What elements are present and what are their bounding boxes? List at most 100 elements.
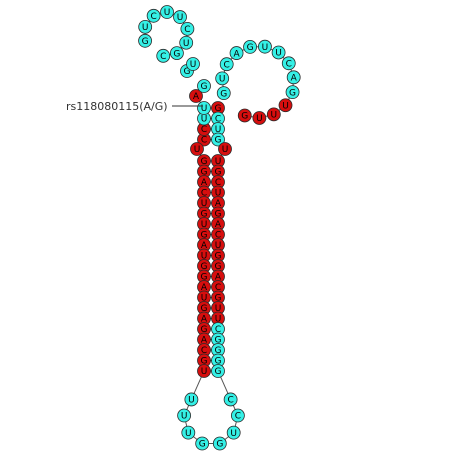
nucleotide-67-letter: G xyxy=(215,252,222,262)
nucleotide-33-letter: U xyxy=(215,125,222,135)
nucleotide-80: U xyxy=(177,408,192,423)
nucleotide-45-letter: A xyxy=(201,241,208,251)
nucleotide-1-dot xyxy=(138,19,153,34)
nucleotide-8: C xyxy=(156,48,171,63)
nucleotide-16-dot xyxy=(278,98,293,113)
nucleotide-55-letter: C xyxy=(201,346,207,356)
nucleotide-34: G xyxy=(211,132,225,147)
nucleotide-77-letter: G xyxy=(215,357,222,367)
nucleotide-84-letter: U xyxy=(230,429,237,439)
nucleotide-19-letter: C xyxy=(286,60,292,70)
nucleotide-39-letter: A xyxy=(201,178,208,188)
nucleotide-18-letter: A xyxy=(291,74,298,84)
nucleotide-72: U xyxy=(211,301,225,315)
nucleotide-12-dot xyxy=(186,57,200,71)
nucleotide-6-letter: U xyxy=(183,39,190,49)
nucleotide-70-letter: C xyxy=(215,283,221,293)
nucleotide-10-dot xyxy=(197,79,211,93)
nucleotide-22-dot xyxy=(243,39,257,54)
nucleotide-72-letter: U xyxy=(215,304,222,314)
nucleotide-83: G xyxy=(212,436,227,451)
nucleotide-22: G xyxy=(243,39,257,54)
nucleotide-17-letter: G xyxy=(289,88,296,98)
nucleotide-24-dot xyxy=(219,57,234,72)
nucleotide-22-letter: G xyxy=(247,43,254,53)
nucleotide-71-letter: G xyxy=(215,294,222,304)
nucleotide-14-letter: U xyxy=(256,114,263,124)
nucleotide-8-letter: C xyxy=(160,52,166,62)
nucleotide-64: A xyxy=(211,217,225,231)
nucleotide-74: C xyxy=(211,322,225,336)
nucleotide-59-letter: G xyxy=(215,168,222,178)
nucleotide-67: G xyxy=(211,248,225,263)
nucleotide-25-dot xyxy=(215,71,230,86)
nucleotide-2-dot xyxy=(146,8,161,23)
nucleotide-15: U xyxy=(266,107,281,122)
snp-annotation: rs118080115(A/G) xyxy=(66,100,203,113)
nucleotide-14-dot xyxy=(252,111,267,125)
nucleotide-79: U xyxy=(184,392,199,407)
nucleotide-3-letter: U xyxy=(164,8,171,18)
nucleotide-57: U xyxy=(197,364,211,378)
nucleotide-17-dot xyxy=(285,85,300,100)
nucleotide-56-letter: G xyxy=(201,357,208,367)
nucleotide-37-letter: G xyxy=(201,157,208,167)
nucleotide-10-letter: G xyxy=(201,82,208,92)
nucleotide-25: U xyxy=(215,71,230,86)
nucleotide-23: A xyxy=(229,46,244,60)
nucleotide-5-dot xyxy=(180,21,195,36)
nucleotide-35: U xyxy=(190,142,204,156)
nucleotide-76-letter: G xyxy=(215,346,222,356)
nucleotide-8-dot xyxy=(156,48,171,63)
nucleotide-82: G xyxy=(195,436,210,451)
nucleotide-19: C xyxy=(281,56,296,71)
nucleotide-34-dot xyxy=(211,132,225,147)
nucleotide-3: U xyxy=(160,5,174,19)
nucleotide-5-letter: C xyxy=(184,25,190,35)
nucleotide-51-letter: G xyxy=(201,304,208,314)
nucleotide-44: G xyxy=(197,227,211,242)
nucleotide-44-letter: G xyxy=(201,231,208,241)
nucleotide-16: U xyxy=(278,98,293,113)
nucleotide-11-letter: G xyxy=(184,67,191,77)
nucleotide-78: G xyxy=(211,364,225,378)
nucleotide-84: U xyxy=(226,425,241,440)
nucleotide-86-dot xyxy=(223,392,238,407)
nucleotide-73-letter: U xyxy=(215,315,222,325)
nucleotide-80-dot xyxy=(177,408,192,423)
snp-label: rs118080115(A/G) xyxy=(66,100,168,113)
nucleotide-21-dot xyxy=(258,39,272,54)
nucleotide-5: C xyxy=(180,21,195,36)
nucleotide-10: G xyxy=(197,79,211,93)
nucleotide-28-letter: C xyxy=(201,125,207,135)
nucleotide-47-letter: G xyxy=(201,262,208,272)
nucleotide-27-letter: C xyxy=(201,136,207,146)
nucleotide-46-letter: U xyxy=(201,252,208,262)
nucleotide-62-letter: A xyxy=(215,199,222,209)
nucleotide-13: G xyxy=(237,108,252,123)
nucleotide-23-dot xyxy=(229,46,244,60)
nucleotide-58-letter: U xyxy=(215,157,222,167)
nucleotide-9-dot xyxy=(189,89,203,103)
nucleotide-64-letter: A xyxy=(215,220,222,230)
nucleotide-46: U xyxy=(197,248,211,263)
nucleotide-21: U xyxy=(258,39,272,54)
nucleotide-30: U xyxy=(197,101,211,115)
nucleotide-0-dot xyxy=(138,33,152,48)
nucleotide-79-dot xyxy=(184,392,199,407)
nucleotide-4-letter: U xyxy=(177,13,184,23)
nucleotide-58: U xyxy=(211,154,225,168)
nucleotide-53-letter: G xyxy=(201,325,208,335)
nucleotide-18-dot xyxy=(286,70,301,85)
nucleotide-29-letter: U xyxy=(201,115,208,125)
nucleotide-26-dot xyxy=(216,86,231,101)
nucleotide-13-letter: G xyxy=(241,112,248,122)
nucleotide-19-dot xyxy=(281,56,296,71)
nucleotide-7-dot xyxy=(170,46,184,61)
nucleotide-1: U xyxy=(138,19,153,34)
nucleotide-35-dot xyxy=(190,142,204,156)
nucleotide-60-letter: C xyxy=(215,178,221,188)
nucleotide-48-letter: G xyxy=(201,273,208,283)
nucleotide-85-letter: C xyxy=(235,412,241,422)
nucleotide-73: U xyxy=(211,311,225,326)
